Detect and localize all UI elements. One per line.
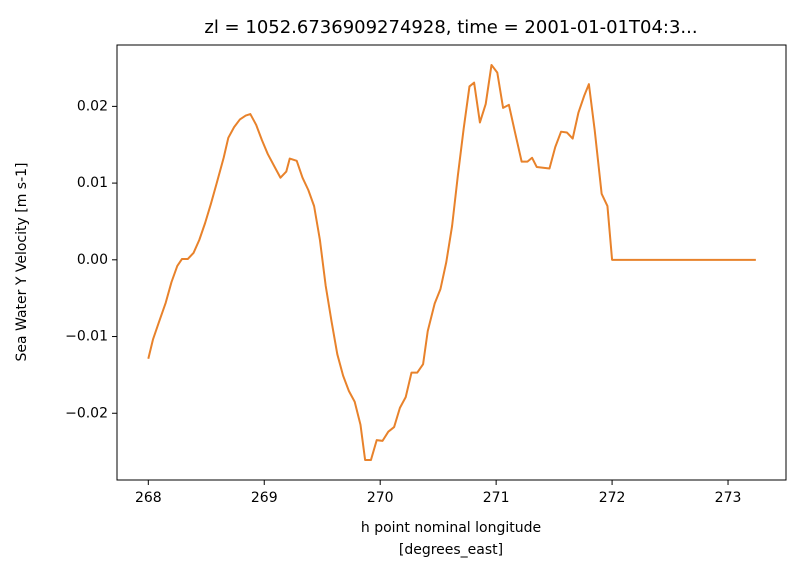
x-tick-label: 270: [367, 490, 394, 506]
y-tick-label: −0.01: [65, 329, 108, 345]
plot-frame: [116, 44, 787, 481]
chart-title: zl = 1052.6736909274928, time = 2001-01-…: [204, 17, 697, 38]
x-tick-label: 272: [599, 490, 626, 506]
y-tick-label: −0.02: [65, 405, 108, 421]
y-axis-label: Sea Water Y Velocity [m s-1]: [14, 162, 30, 361]
y-tick-label: 0.02: [77, 98, 108, 114]
data-line: [147, 63, 756, 462]
x-axis-label: [degrees_east]: [399, 542, 503, 558]
x-axis-label: h point nominal longitude: [361, 520, 541, 536]
x-tick-label: 271: [483, 490, 510, 506]
x-tick-label: 268: [135, 490, 162, 506]
x-tick-label: 269: [251, 490, 278, 506]
y-tick-label: 0.00: [77, 252, 108, 268]
x-tick-label: 273: [715, 490, 742, 506]
y-tick-label: 0.01: [77, 175, 108, 191]
